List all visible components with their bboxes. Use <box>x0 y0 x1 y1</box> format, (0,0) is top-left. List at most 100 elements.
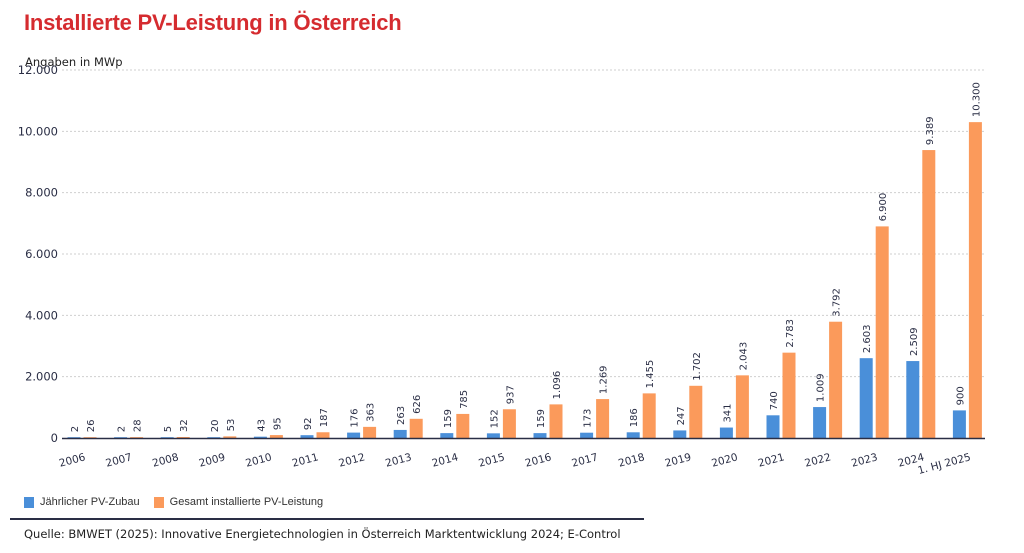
bar-label-annual: 341 <box>722 403 733 422</box>
bar-total <box>456 413 470 438</box>
legend-label-annual: Jährlicher PV-Zubau <box>40 496 140 508</box>
bar-annual <box>813 407 827 438</box>
bar-annual <box>580 432 594 438</box>
bar-label-annual: 159 <box>536 409 547 428</box>
bar-label-total: 626 <box>412 395 423 414</box>
legend-swatch-total <box>153 496 164 508</box>
x-axis-ticks: 2006 2007 2008 2009 2010 2011 2012 2013 2014 2015… <box>58 451 972 477</box>
y-axis-unit-label: Angaben in MWp <box>25 55 123 69</box>
bar-label-total: 10.300 <box>971 82 982 117</box>
bar-label-annual: 2.509 <box>909 327 920 356</box>
y-tick-label: 2.000 <box>25 370 58 384</box>
legend-label-total: Gesamt installierte PV-Leistung <box>169 496 324 508</box>
bar-label-total: 95 <box>272 417 283 430</box>
bar-annual <box>952 410 966 438</box>
bar-total <box>363 426 377 438</box>
bar-total <box>829 321 843 438</box>
bar-label-total: 6.900 <box>878 193 889 222</box>
x-tick-label: 2012 <box>337 451 366 470</box>
x-tick-label: 2019 <box>664 451 693 470</box>
bar-annual <box>533 433 547 438</box>
bar-label-total: 9.389 <box>925 116 936 145</box>
bar-label-annual: 2 <box>117 426 128 432</box>
bar-label-total: 28 <box>133 419 144 432</box>
bar-total <box>409 418 423 438</box>
bar-total <box>269 435 283 438</box>
bar-label-total: 363 <box>366 403 377 422</box>
y-tick-label: 0 <box>51 431 58 445</box>
bar-annual <box>347 432 361 438</box>
legend: Jährlicher PV-Zubau Gesamt installierte … <box>24 496 337 508</box>
x-tick-label: 2017 <box>570 451 599 470</box>
bar-annual <box>393 429 407 438</box>
bar-label-total: 187 <box>319 408 330 427</box>
bar-total <box>176 437 190 438</box>
x-tick-label: 2008 <box>151 451 180 470</box>
bar-label-annual: 173 <box>583 409 594 428</box>
x-tick-label: 2006 <box>58 451 87 470</box>
bar-total <box>689 385 703 438</box>
bar-label-total: 32 <box>179 419 190 432</box>
bar-label-total: 2.043 <box>738 342 749 371</box>
bar-label-total: 2.783 <box>785 319 796 348</box>
bar-label-annual: 247 <box>676 406 687 425</box>
bar-total <box>223 436 237 438</box>
x-tick-label: 2013 <box>384 451 413 470</box>
x-tick-label: 2022 <box>803 451 832 470</box>
x-tick-label: 2018 <box>617 451 646 470</box>
bar-total <box>83 437 97 438</box>
y-tick-label: 12.000 <box>18 63 58 77</box>
bar-label-total: 26 <box>86 419 97 432</box>
bar-annual <box>300 435 314 438</box>
bar-annual <box>160 437 174 438</box>
x-tick-label: 1. HJ 2025 <box>917 451 973 477</box>
y-tick-label: 4.000 <box>25 308 58 322</box>
bar-annual <box>906 361 920 438</box>
bar-label-annual: 2.603 <box>862 325 873 354</box>
x-tick-label: 2021 <box>757 451 786 470</box>
bar-label-total: 1.455 <box>645 360 656 389</box>
bar-label-annual: 186 <box>629 408 640 427</box>
bar-total <box>316 432 330 438</box>
bar-label-annual: 176 <box>350 409 361 428</box>
bar-label-total: 1.096 <box>552 371 563 400</box>
x-tick-label: 2014 <box>431 451 460 470</box>
bar-label-total: 53 <box>226 419 237 432</box>
bar-label-total: 3.792 <box>832 288 843 317</box>
legend-item-total: Gesamt installierte PV-Leistung <box>153 496 324 508</box>
x-tick-label: 2007 <box>104 451 133 470</box>
bar-annual <box>67 437 81 438</box>
y-tick-label: 6.000 <box>25 247 58 261</box>
bar-annual <box>440 433 454 438</box>
x-tick-label: 2015 <box>477 451 506 470</box>
legend-item-annual: Jährlicher PV-Zubau <box>24 496 140 508</box>
bar-total <box>875 226 889 438</box>
bar-annual <box>719 427 733 438</box>
x-tick-label: 2023 <box>850 451 879 470</box>
bar-annual <box>766 415 780 438</box>
bar-annual <box>673 430 687 438</box>
x-tick-label: 2011 <box>291 451 320 470</box>
bar-annual <box>253 436 267 438</box>
bar-annual <box>486 433 500 438</box>
bar-label-total: 1.269 <box>599 365 610 394</box>
y-tick-label: 10.000 <box>18 124 58 138</box>
bar-total <box>968 122 982 438</box>
bar-annual <box>207 437 221 438</box>
bar-label-annual: 92 <box>303 417 314 430</box>
x-tick-label: 2016 <box>524 451 553 470</box>
chart-title: Installierte PV-Leistung in Österreich <box>24 10 402 35</box>
bar-annual <box>114 437 128 438</box>
source-note: Quelle: BMWET (2025): Innovative Energie… <box>24 527 621 541</box>
bar-label-annual: 900 <box>955 386 966 405</box>
bar-total <box>642 393 656 438</box>
bar-label-annual: 20 <box>210 419 221 432</box>
bar-label-annual: 2 <box>70 426 81 432</box>
bar-label-annual: 263 <box>396 406 407 425</box>
bar-label-total: 785 <box>459 390 470 409</box>
bar-total <box>735 375 749 438</box>
gridlines <box>62 69 985 378</box>
bar-label-total: 1.702 <box>692 352 703 381</box>
footer-divider <box>10 518 644 520</box>
bar-value-labels: 2 26 2 28 5 32 20 53 43 95 92 187 176 363 263 626 159 785… <box>70 82 982 432</box>
